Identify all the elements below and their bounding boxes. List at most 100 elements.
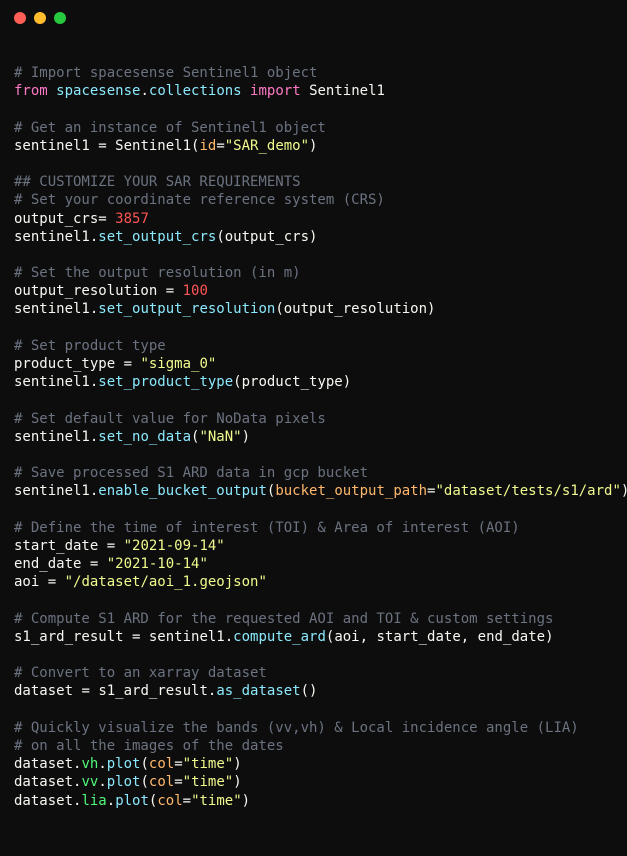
token-variable: sentinel1 [14,483,90,499]
token-comment: # Import spacesense Sentinel1 object [14,65,317,81]
token-attr: lia [81,793,106,809]
token-comment: # Compute S1 ARD for the requested AOI a… [14,611,553,627]
close-icon[interactable] [14,12,26,24]
token-variable: dataset [14,793,73,809]
token-operator: = [90,138,115,154]
code-line: sentinel1.set_output_resolution(output_r… [14,300,613,318]
token-comment: # on all the images of the dates [14,738,284,754]
token-method: as_dataset [216,683,300,699]
token-punct: . [98,774,106,790]
code-line [14,246,613,264]
code-line: dataset.lia.plot(col="time") [14,792,613,810]
token-comment: # Convert to an xarray dataset [14,665,267,681]
token-operator: = [157,283,182,299]
token-punct: ) [309,138,317,154]
code-line: # on all the images of the dates [14,737,613,755]
token-operator: = [174,774,182,790]
token-variable: s1_ard_result [98,683,208,699]
code-block: # Import spacesense Sentinel1 objectfrom… [0,36,627,824]
code-line: aoi = "/dataset/aoi_1.geojson" [14,573,613,591]
token-variable: sentinel1 [149,629,225,645]
code-line: # Save processed S1 ARD data in gcp buck… [14,464,613,482]
code-line [14,100,613,118]
code-line: from spacesense.collections import Senti… [14,82,613,100]
token-punct: , [360,629,377,645]
token-operator: = [216,138,224,154]
token-method: set_product_type [98,374,233,390]
token-variable: end_date [14,556,81,572]
token-punct: ) [427,301,435,317]
code-line [14,591,613,609]
code-line: output_resolution = 100 [14,282,613,300]
code-line: start_date = "2021-09-14" [14,537,613,555]
token-param: id [199,138,216,154]
token-punct: . [140,83,148,99]
token-comment: # Quickly visualize the bands (vv,vh) & … [14,720,579,736]
code-line: sentinel1 = Sentinel1(id="SAR_demo") [14,137,613,155]
token-attr: vh [81,756,98,772]
token-punct: ( [140,774,148,790]
token-method: plot [107,774,141,790]
code-line [14,501,613,519]
titlebar [0,0,627,36]
token-punct [301,83,309,99]
code-line: dataset.vh.plot(col="time") [14,755,613,773]
token-operator: = [73,683,98,699]
token-string: "time" [183,756,234,772]
code-line: end_date = "2021-10-14" [14,555,613,573]
token-variable: output_crs [14,211,98,227]
token-variable: sentinel1 [14,429,90,445]
token-punct: ) [242,793,250,809]
token-param: bucket_output_path [275,483,427,499]
token-variable: dataset [14,683,73,699]
code-line: # Define the time of interest (TOI) & Ar… [14,519,613,537]
token-param: col [149,756,174,772]
token-punct: ) [233,774,241,790]
token-variable: dataset [14,756,73,772]
token-variable: aoi [334,629,359,645]
token-method: plot [115,793,149,809]
code-line: # Set product type [14,337,613,355]
token-operator: = [183,793,191,809]
code-line [14,319,613,337]
token-variable: sentinel1 [14,301,90,317]
code-line [14,646,613,664]
token-string: "/dataset/aoi_1.geojson" [65,574,267,590]
code-line [14,155,613,173]
token-punct: () [301,683,318,699]
token-operator: = [39,574,64,590]
minimize-icon[interactable] [34,12,46,24]
token-comment: # Define the time of interest (TOI) & Ar… [14,520,520,536]
token-punct: ) [242,429,250,445]
token-comment: # Set the output resolution (in m) [14,265,301,281]
token-punct: . [107,793,115,809]
code-line: s1_ard_result = sentinel1.compute_ard(ao… [14,628,613,646]
token-variable: dataset [14,774,73,790]
code-line: # Quickly visualize the bands (vv,vh) & … [14,719,613,737]
token-variable: output_resolution [284,301,427,317]
token-comment: ## CUSTOMIZE YOUR SAR REQUIREMENTS [14,174,301,190]
token-variable: s1_ard_result [14,629,124,645]
token-variable: output_crs [225,229,309,245]
token-string: "time" [191,793,242,809]
token-variable: aoi [14,574,39,590]
token-punct: ) [343,374,351,390]
token-string: "SAR_demo" [225,138,309,154]
token-comment: # Set product type [14,338,166,354]
token-punct: , [461,629,478,645]
token-punct: ( [216,229,224,245]
code-line: # Set your coordinate reference system (… [14,191,613,209]
token-string: "time" [183,774,234,790]
code-line: sentinel1.enable_bucket_output(bucket_ou… [14,482,613,500]
token-keyword: import [250,83,301,99]
token-number: 3857 [115,211,149,227]
token-method: set_output_resolution [98,301,275,317]
token-param: col [157,793,182,809]
token-variable: sentinel1 [14,374,90,390]
code-line: sentinel1.set_output_crs(output_crs) [14,228,613,246]
token-variable: product_type [14,356,115,372]
token-operator: = [124,629,149,645]
token-variable: sentinel1 [14,229,90,245]
token-string: "2021-09-14" [124,538,225,554]
maximize-icon[interactable] [54,12,66,24]
